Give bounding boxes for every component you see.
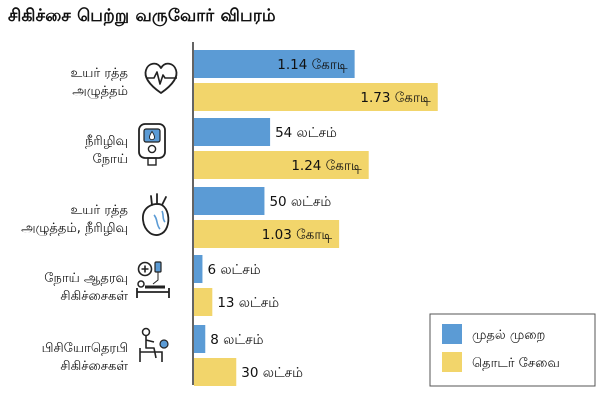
bar: [194, 288, 213, 316]
legend-label: முதல் முறை: [472, 328, 545, 343]
data-label: 1.73 கோடி: [360, 90, 431, 106]
data-label: 1.14 கோடி: [277, 57, 348, 73]
chart-title: சிகிச்சை பெற்று வருவோர் விபரம்: [8, 6, 276, 26]
category-label-line: சிகிச்சைகள்: [60, 289, 128, 304]
bar: [194, 325, 206, 353]
category-label: நீரிழிவு நோய்: [85, 134, 128, 167]
bar: [194, 358, 237, 386]
data-label: 8 லட்சம்: [210, 332, 263, 348]
category-label: நோய் ஆதரவு சிகிச்சைகள்: [44, 271, 128, 304]
glucose-meter-icon: [138, 123, 166, 166]
bar: [194, 118, 271, 146]
category-label-line: நீரிழிவு: [85, 134, 128, 149]
bar: [194, 50, 355, 78]
category-label: உயர் ரத்த அழுத்தம்: [70, 66, 128, 99]
heart-pulse-icon: [144, 62, 178, 94]
category-label-line: அழுத்தம், நீரிழிவு: [21, 221, 128, 236]
anatomical-heart-icon: [142, 193, 170, 236]
category-label-line: உயர் ரத்த: [70, 203, 128, 218]
data-label: 1.03 கோடி: [262, 227, 333, 243]
data-label: 30 லட்சம்: [241, 365, 303, 381]
legend-swatch: [442, 352, 462, 372]
legend-swatch: [442, 324, 462, 344]
category-label-line: பிசியோதெரபி: [42, 341, 128, 356]
data-label: 1.24 கோடி: [291, 158, 362, 174]
category-label: பிசியோதெரபி சிகிச்சைகள்: [42, 341, 129, 374]
bar: [194, 83, 438, 111]
category-label-line: நோய்: [92, 152, 128, 167]
bar: [194, 151, 369, 179]
category-label-line: உயர் ரத்த: [70, 66, 128, 81]
data-label: 13 லட்சம்: [217, 295, 279, 311]
data-label: 50 லட்சம்: [269, 194, 331, 210]
bar: [194, 255, 203, 283]
patient-bed-icon: [135, 260, 171, 300]
bar: [194, 220, 340, 248]
category-label-line: சிகிச்சைகள்: [60, 359, 128, 374]
data-label: 6 லட்சம்: [207, 262, 260, 278]
physiotherapy-icon: [139, 327, 169, 363]
legend-label: தொடர் சேவை: [472, 356, 560, 371]
category-label: உயர் ரத்த அழுத்தம், நீரிழிவு: [21, 203, 128, 236]
category-label-line: நோய் ஆதரவு: [44, 271, 128, 286]
data-label: 54 லட்சம்: [275, 125, 337, 141]
bar: [194, 187, 265, 215]
category-label-line: அழுத்தம்: [72, 84, 128, 99]
